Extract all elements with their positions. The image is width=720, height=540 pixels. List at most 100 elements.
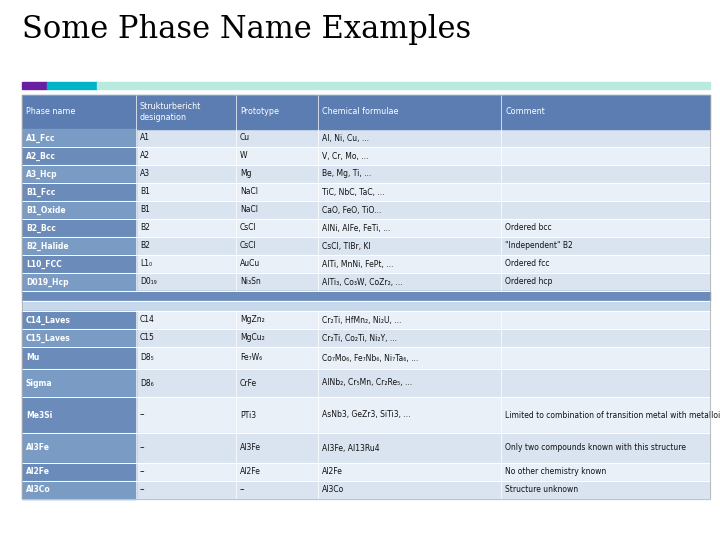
Text: D0₁₉: D0₁₉: [140, 278, 157, 287]
Bar: [22, 129, 710, 147]
Text: Cr₂Ti, HfMn₂, Ni₂U, ...: Cr₂Ti, HfMn₂, Ni₂U, ...: [322, 315, 401, 325]
Text: Me3Si: Me3Si: [26, 410, 53, 420]
Text: W: W: [240, 152, 248, 160]
Bar: [22, 95, 710, 499]
Text: NaCl: NaCl: [240, 187, 258, 197]
Text: Cu: Cu: [240, 133, 250, 143]
Text: MgZn₂: MgZn₂: [240, 315, 265, 325]
Bar: [22, 219, 136, 237]
Text: Al3Co: Al3Co: [26, 485, 50, 495]
Text: Ordered fcc: Ordered fcc: [505, 260, 549, 268]
Text: B1_Oxide: B1_Oxide: [26, 205, 66, 214]
Text: --: --: [140, 485, 145, 495]
Bar: [22, 82, 47, 89]
Text: Al3Co: Al3Co: [322, 485, 344, 495]
Bar: [47, 82, 97, 89]
Text: B1: B1: [140, 206, 150, 214]
Text: Structure unknown: Structure unknown: [505, 485, 578, 495]
Text: B2: B2: [140, 224, 150, 233]
Text: Some Phase Name Examples: Some Phase Name Examples: [22, 14, 472, 45]
Bar: [22, 433, 136, 463]
Text: B2_Halide: B2_Halide: [26, 241, 68, 251]
Text: A3: A3: [140, 170, 150, 179]
Bar: [22, 273, 710, 291]
Text: AlNb₂, Cr₅Mn, Cr₂Re₅, ...: AlNb₂, Cr₅Mn, Cr₂Re₅, ...: [322, 379, 412, 388]
Text: Fe₇W₆: Fe₇W₆: [240, 354, 262, 362]
Bar: [22, 147, 136, 165]
Text: Al3Fe: Al3Fe: [26, 443, 50, 453]
Bar: [22, 201, 136, 219]
Bar: [22, 291, 710, 301]
Text: Mg: Mg: [240, 170, 251, 179]
Bar: [22, 347, 710, 369]
Bar: [22, 433, 710, 463]
Text: C15_Laves: C15_Laves: [26, 333, 71, 342]
Text: A2_Bcc: A2_Bcc: [26, 151, 56, 160]
Text: AuCu: AuCu: [240, 260, 260, 268]
Text: Ordered bcc: Ordered bcc: [505, 224, 552, 233]
Text: PTi3: PTi3: [240, 410, 256, 420]
Bar: [22, 369, 710, 397]
Bar: [22, 311, 710, 329]
Text: D8₆: D8₆: [140, 379, 154, 388]
Text: A3_Hcp: A3_Hcp: [26, 170, 58, 179]
Bar: [22, 183, 710, 201]
Text: Comment: Comment: [505, 107, 545, 117]
Text: C14_Laves: C14_Laves: [26, 315, 71, 325]
Text: D019_Hcp: D019_Hcp: [26, 278, 68, 287]
Bar: [22, 255, 136, 273]
Bar: [22, 237, 136, 255]
Text: Al3Fe: Al3Fe: [240, 443, 261, 453]
Text: Be, Mg, Ti, ...: Be, Mg, Ti, ...: [322, 170, 372, 179]
Bar: [22, 397, 710, 433]
Text: B1_Fcc: B1_Fcc: [26, 187, 55, 197]
Text: A1_Fcc: A1_Fcc: [26, 133, 55, 143]
Text: L10_FCC: L10_FCC: [26, 259, 62, 268]
Text: V, Cr, Mo, ...: V, Cr, Mo, ...: [322, 152, 369, 160]
Text: Al3Fe, Al13Ru4: Al3Fe, Al13Ru4: [322, 443, 379, 453]
Text: Ordered hcp: Ordered hcp: [505, 278, 552, 287]
Text: Cr₂Ti, Co₂Ti, Ni₂Y, ...: Cr₂Ti, Co₂Ti, Ni₂Y, ...: [322, 334, 397, 342]
Text: L1₀: L1₀: [140, 260, 152, 268]
Text: Only two compounds known with this structure: Only two compounds known with this struc…: [505, 443, 686, 453]
Text: AlTi₃, Co₃W, CoZr₂, ...: AlTi₃, Co₃W, CoZr₂, ...: [322, 278, 402, 287]
Text: A1: A1: [140, 133, 150, 143]
Text: Phase name: Phase name: [26, 107, 76, 117]
Text: Strukturbericht
designation: Strukturbericht designation: [140, 102, 202, 122]
Text: Al2Fe: Al2Fe: [26, 468, 50, 476]
Bar: [22, 95, 710, 129]
Text: CsCl: CsCl: [240, 241, 257, 251]
Text: Al, Ni, Cu, ...: Al, Ni, Cu, ...: [322, 133, 369, 143]
Bar: [22, 347, 136, 369]
Bar: [22, 481, 136, 499]
Bar: [22, 237, 710, 255]
Bar: [22, 463, 710, 481]
Bar: [22, 147, 710, 165]
Text: AsNb3, GeZr3, SiTi3, ...: AsNb3, GeZr3, SiTi3, ...: [322, 410, 410, 420]
Bar: [22, 329, 710, 347]
Bar: [22, 165, 136, 183]
Text: Chemical formulae: Chemical formulae: [322, 107, 398, 117]
Bar: [97, 82, 710, 89]
Text: No other chemistry known: No other chemistry known: [505, 468, 606, 476]
Text: D8₅: D8₅: [140, 354, 154, 362]
Text: B1: B1: [140, 187, 150, 197]
Bar: [22, 481, 710, 499]
Text: TiC, NbC, TaC, ...: TiC, NbC, TaC, ...: [322, 187, 384, 197]
Text: C15: C15: [140, 334, 155, 342]
Text: Al2Fe: Al2Fe: [322, 468, 343, 476]
Bar: [22, 183, 136, 201]
Bar: [22, 273, 136, 291]
Bar: [22, 255, 710, 273]
Text: C14: C14: [140, 315, 155, 325]
Text: Ni₃Sn: Ni₃Sn: [240, 278, 261, 287]
Text: Prototype: Prototype: [240, 107, 279, 117]
Text: CaO, FeO, TiO...: CaO, FeO, TiO...: [322, 206, 382, 214]
Text: MgCu₂: MgCu₂: [240, 334, 265, 342]
Bar: [22, 329, 136, 347]
Text: B2_Bcc: B2_Bcc: [26, 224, 56, 233]
Bar: [22, 397, 136, 433]
Bar: [22, 369, 136, 397]
Text: CsCl: CsCl: [240, 224, 257, 233]
Bar: [22, 219, 710, 237]
